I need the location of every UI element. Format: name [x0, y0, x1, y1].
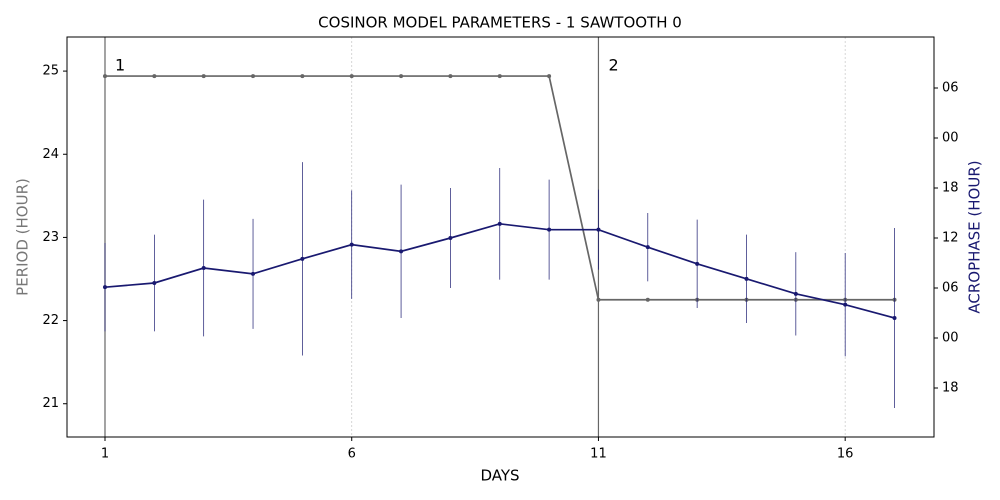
point	[399, 74, 404, 79]
point	[300, 74, 305, 79]
segment-label: 2	[608, 56, 618, 75]
point	[349, 74, 354, 79]
y2-tick-label: 12	[942, 231, 959, 246]
point	[102, 285, 107, 290]
y-tick-label: 25	[42, 64, 59, 79]
y-tick-label: 21	[42, 396, 59, 411]
point	[843, 302, 848, 307]
point	[547, 74, 552, 79]
point	[201, 266, 206, 270]
point	[152, 74, 157, 79]
point	[300, 256, 305, 261]
point	[596, 227, 601, 232]
point	[349, 242, 354, 247]
point	[448, 74, 453, 79]
point	[645, 297, 650, 302]
x-axis-label: DAYS	[480, 467, 519, 485]
point	[497, 221, 502, 226]
point	[695, 261, 700, 266]
point	[201, 74, 206, 79]
point	[251, 74, 256, 79]
point	[251, 271, 256, 276]
y2-tick-label: 18	[942, 181, 959, 196]
y-tick-label: 22	[42, 313, 59, 328]
point	[596, 297, 601, 302]
chart-title: COSINOR MODEL PARAMETERS - 1 SAWTOOTH 0	[318, 14, 682, 32]
x-tick-label: 6	[348, 447, 356, 462]
x-tick-label: 1	[101, 447, 109, 462]
y2-tick-label: 00	[942, 131, 959, 146]
point	[744, 276, 749, 281]
y2-tick-label: 00	[942, 331, 959, 346]
y2-tick-label: 18	[942, 381, 959, 396]
point	[399, 249, 404, 254]
point	[152, 281, 157, 285]
y-axis-label: PERIOD (HOUR)	[14, 178, 32, 296]
segment-label: 1	[115, 56, 125, 75]
point	[547, 227, 552, 232]
point	[645, 245, 650, 250]
y2-tick-label: 06	[942, 81, 959, 96]
point	[497, 74, 502, 79]
point	[448, 236, 453, 240]
y2-tick-label: 06	[942, 281, 959, 296]
y2-axis-label: ACROPHASE (HOUR)	[966, 160, 984, 313]
plot-frame	[66, 36, 935, 438]
y-tick-label: 23	[42, 230, 59, 245]
x-tick-label: 16	[837, 447, 854, 462]
x-tick-label: 11	[590, 447, 607, 462]
point	[102, 74, 107, 79]
point	[793, 291, 798, 296]
point	[892, 316, 897, 320]
y-tick-label: 24	[42, 147, 59, 162]
